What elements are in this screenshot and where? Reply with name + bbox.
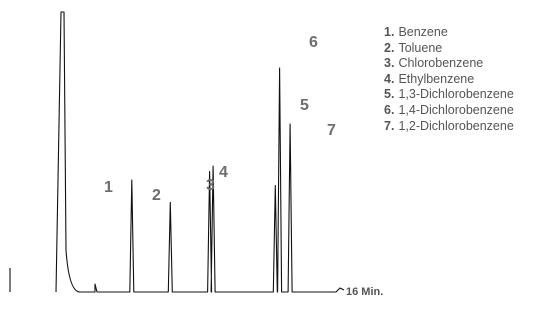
legend-item: 2. Toluene: [384, 41, 514, 57]
legend-item-name: Chlorobenzene: [398, 56, 484, 71]
legend: 1. Benzene 2. Toluene 3. Chlorobenzene 4. Et…: [384, 25, 514, 134]
legend-item: 7. 1,2-Dichlorobenzene: [384, 119, 514, 135]
peak-label-1: 1: [104, 179, 113, 196]
legend-item-number: 6.: [384, 102, 395, 117]
peak-label-2: 2: [152, 187, 161, 204]
legend-item: 3. Chlorobenzene: [384, 56, 514, 72]
peak-labels: 1 2 3 4 5 6 7: [104, 34, 336, 204]
time-end-label: 16 Min.: [346, 286, 383, 298]
legend-item-number: 7.: [384, 118, 395, 133]
legend-item: 5. 1,3-Dichlorobenzene: [384, 87, 514, 103]
legend-item: 6. 1,4-Dichlorobenzene: [384, 103, 514, 119]
legend-item-number: 1.: [384, 25, 395, 39]
peak-label-4: 4: [219, 164, 228, 181]
legend-item-name: Ethylbenzene: [398, 71, 475, 86]
legend-item-number: 5.: [384, 87, 395, 102]
legend-item-number: 4.: [384, 71, 395, 86]
legend-item: 1. Benzene: [384, 25, 514, 41]
legend-item-name: Benzene: [398, 25, 448, 39]
legend-item-number: 3.: [384, 56, 395, 71]
chromatogram-trace: [9, 11, 345, 293]
peak-label-7: 7: [327, 122, 336, 139]
peak-label-3: 3: [206, 177, 215, 194]
legend-item-number: 2.: [384, 40, 395, 55]
legend-item-name: 1,2-Dichlorobenzene: [398, 118, 514, 133]
legend-item-name: 1,4-Dichlorobenzene: [398, 102, 514, 117]
legend-item-name: 1,3-Dichlorobenzene: [398, 87, 514, 102]
peak-label-6: 6: [309, 34, 318, 51]
peak-label-5: 5: [300, 97, 309, 114]
legend-item-name: Toluene: [398, 40, 443, 55]
legend-item: 4. Ethylbenzene: [384, 72, 514, 88]
